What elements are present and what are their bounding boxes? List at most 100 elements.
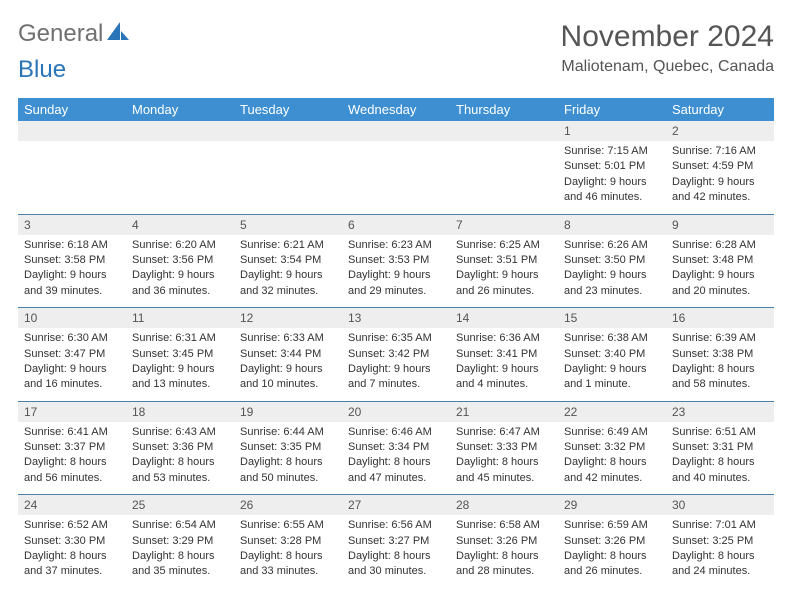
sunrise-line: Sunrise: 6:36 AM xyxy=(456,331,552,346)
day-number: 1 xyxy=(558,121,666,141)
daylight-line1: Daylight: 8 hours xyxy=(672,455,768,470)
daylight-line1: Daylight: 9 hours xyxy=(672,268,768,283)
day-number: 28 xyxy=(450,495,558,515)
day-details: Sunrise: 6:51 AMSunset: 3:31 PMDaylight:… xyxy=(666,422,774,495)
daylight-line2: and 45 minutes. xyxy=(456,471,552,486)
day-details: Sunrise: 7:15 AMSunset: 5:01 PMDaylight:… xyxy=(558,141,666,214)
day-details: Sunrise: 6:58 AMSunset: 3:26 PMDaylight:… xyxy=(450,515,558,588)
day-number: 25 xyxy=(126,495,234,515)
sunrise-line: Sunrise: 7:16 AM xyxy=(672,144,768,159)
sunset-line: Sunset: 3:33 PM xyxy=(456,440,552,455)
sunset-line: Sunset: 3:37 PM xyxy=(24,440,120,455)
sunset-line: Sunset: 3:27 PM xyxy=(348,534,444,549)
sunrise-line: Sunrise: 6:25 AM xyxy=(456,238,552,253)
day-number: 20 xyxy=(342,402,450,422)
day-number: 10 xyxy=(18,308,126,328)
sunset-line: Sunset: 3:48 PM xyxy=(672,253,768,268)
daylight-line1: Daylight: 8 hours xyxy=(132,549,228,564)
sunrise-line: Sunrise: 6:35 AM xyxy=(348,331,444,346)
daylight-line1: Daylight: 9 hours xyxy=(132,268,228,283)
daylight-line2: and 46 minutes. xyxy=(564,190,660,205)
daylight-line2: and 56 minutes. xyxy=(24,471,120,486)
daylight-line2: and 29 minutes. xyxy=(348,284,444,299)
daylight-line1: Daylight: 9 hours xyxy=(348,268,444,283)
day-details: Sunrise: 6:25 AMSunset: 3:51 PMDaylight:… xyxy=(450,235,558,308)
sunrise-line: Sunrise: 7:15 AM xyxy=(564,144,660,159)
day-details: Sunrise: 6:18 AMSunset: 3:58 PMDaylight:… xyxy=(18,235,126,308)
sunrise-line: Sunrise: 6:28 AM xyxy=(672,238,768,253)
day-number: 3 xyxy=(18,215,126,235)
daylight-line2: and 1 minute. xyxy=(564,377,660,392)
day-details: Sunrise: 7:16 AMSunset: 4:59 PMDaylight:… xyxy=(666,141,774,214)
daylight-line1: Daylight: 8 hours xyxy=(672,362,768,377)
sunset-line: Sunset: 3:51 PM xyxy=(456,253,552,268)
sunrise-line: Sunrise: 6:38 AM xyxy=(564,331,660,346)
weekday-header: Tuesday xyxy=(234,98,342,121)
day-number: 14 xyxy=(450,308,558,328)
daylight-line1: Daylight: 9 hours xyxy=(24,268,120,283)
sunset-line: Sunset: 3:28 PM xyxy=(240,534,336,549)
daynum-row: 12 xyxy=(18,121,774,141)
weekday-header: Wednesday xyxy=(342,98,450,121)
day-number: 11 xyxy=(126,308,234,328)
sunrise-line: Sunrise: 6:43 AM xyxy=(132,425,228,440)
day-details: Sunrise: 6:33 AMSunset: 3:44 PMDaylight:… xyxy=(234,328,342,401)
day-details: Sunrise: 6:59 AMSunset: 3:26 PMDaylight:… xyxy=(558,515,666,588)
daynum-row: 3456789 xyxy=(18,215,774,235)
day-details: Sunrise: 6:43 AMSunset: 3:36 PMDaylight:… xyxy=(126,422,234,495)
sunset-line: Sunset: 3:50 PM xyxy=(564,253,660,268)
day-number: 15 xyxy=(558,308,666,328)
daylight-line1: Daylight: 8 hours xyxy=(456,455,552,470)
sunrise-line: Sunrise: 6:54 AM xyxy=(132,518,228,533)
sunset-line: Sunset: 3:41 PM xyxy=(456,347,552,362)
daylight-line2: and 28 minutes. xyxy=(456,564,552,579)
daylight-line2: and 50 minutes. xyxy=(240,471,336,486)
day-number: 16 xyxy=(666,308,774,328)
daylight-line2: and 33 minutes. xyxy=(240,564,336,579)
sunrise-line: Sunrise: 6:51 AM xyxy=(672,425,768,440)
sunrise-line: Sunrise: 6:44 AM xyxy=(240,425,336,440)
day-details: Sunrise: 6:30 AMSunset: 3:47 PMDaylight:… xyxy=(18,328,126,401)
day-number: 27 xyxy=(342,495,450,515)
sunrise-line: Sunrise: 6:39 AM xyxy=(672,331,768,346)
day-details xyxy=(450,141,558,214)
day-details xyxy=(18,141,126,214)
sunrise-line: Sunrise: 6:33 AM xyxy=(240,331,336,346)
daylight-line2: and 24 minutes. xyxy=(672,564,768,579)
sunset-line: Sunset: 3:26 PM xyxy=(564,534,660,549)
day-details: Sunrise: 6:47 AMSunset: 3:33 PMDaylight:… xyxy=(450,422,558,495)
daynum-row: 17181920212223 xyxy=(18,402,774,422)
day-number: 19 xyxy=(234,402,342,422)
daylight-line1: Daylight: 8 hours xyxy=(240,549,336,564)
daylight-line1: Daylight: 9 hours xyxy=(348,362,444,377)
day-number: 13 xyxy=(342,308,450,328)
daylight-line1: Daylight: 8 hours xyxy=(24,549,120,564)
day-number: 29 xyxy=(558,495,666,515)
daylight-line1: Daylight: 9 hours xyxy=(240,268,336,283)
details-row: Sunrise: 7:15 AMSunset: 5:01 PMDaylight:… xyxy=(18,141,774,214)
daylight-line1: Daylight: 9 hours xyxy=(132,362,228,377)
sunset-line: Sunset: 3:42 PM xyxy=(348,347,444,362)
day-details: Sunrise: 7:01 AMSunset: 3:25 PMDaylight:… xyxy=(666,515,774,588)
day-number: 5 xyxy=(234,215,342,235)
day-number: 21 xyxy=(450,402,558,422)
sunrise-line: Sunrise: 6:31 AM xyxy=(132,331,228,346)
day-number: 30 xyxy=(666,495,774,515)
details-row: Sunrise: 6:52 AMSunset: 3:30 PMDaylight:… xyxy=(18,515,774,588)
daylight-line2: and 42 minutes. xyxy=(564,471,660,486)
sunset-line: Sunset: 3:40 PM xyxy=(564,347,660,362)
daylight-line2: and 40 minutes. xyxy=(672,471,768,486)
sunset-line: Sunset: 3:34 PM xyxy=(348,440,444,455)
sunset-line: Sunset: 3:47 PM xyxy=(24,347,120,362)
month-title: November 2024 xyxy=(561,20,774,54)
sunset-line: Sunset: 3:29 PM xyxy=(132,534,228,549)
day-number xyxy=(450,121,558,141)
sunset-line: Sunset: 3:44 PM xyxy=(240,347,336,362)
sunrise-line: Sunrise: 6:58 AM xyxy=(456,518,552,533)
sunrise-line: Sunrise: 6:30 AM xyxy=(24,331,120,346)
logo-sail-icon xyxy=(107,22,129,47)
daylight-line1: Daylight: 9 hours xyxy=(564,362,660,377)
sunset-line: Sunset: 3:26 PM xyxy=(456,534,552,549)
title-block: November 2024 Maliotenam, Quebec, Canada xyxy=(561,20,774,76)
day-details: Sunrise: 6:54 AMSunset: 3:29 PMDaylight:… xyxy=(126,515,234,588)
